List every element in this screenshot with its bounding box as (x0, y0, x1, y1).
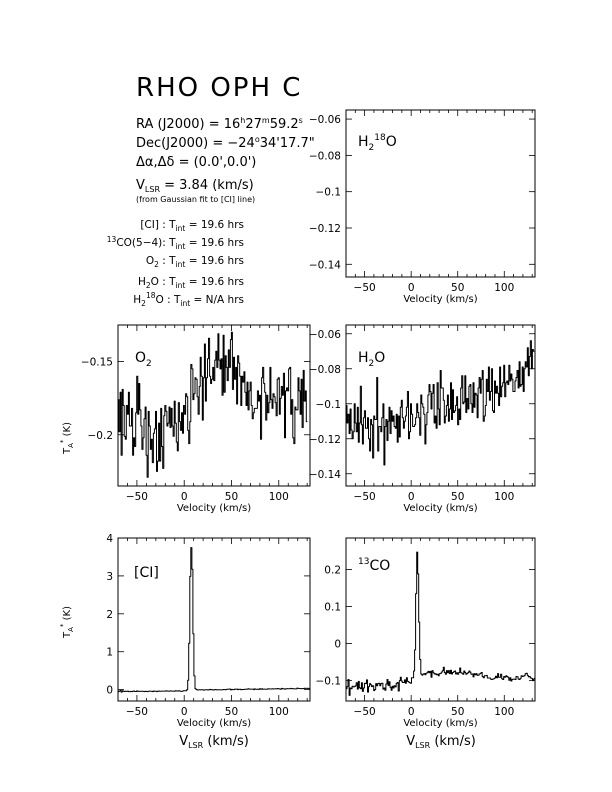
x-tick-label: −50 (126, 706, 148, 718)
x-axis-label: Velocity (km/s) (403, 503, 477, 514)
int-time-13co: 13CO(5−4): Tint = 19.6 hrs (107, 235, 244, 251)
page-title: RHO OPH C (136, 73, 302, 103)
ylabel-o2: TA* (K) (59, 422, 75, 455)
ra-line: RA (J2000) = 16h27m59.2s (136, 116, 303, 132)
int-time-h218o: H218O : Tint = N/A hrs (133, 291, 244, 308)
y-tick-label: 3 (106, 571, 113, 583)
y-tick-label: −0.2 (88, 430, 114, 442)
y-tick-label: 0.1 (324, 602, 341, 614)
x-tick-label: 50 (225, 706, 238, 718)
label-h2o: H2O (358, 350, 385, 369)
y-tick-label: −0.15 (81, 357, 113, 369)
x-axis-label: Velocity (km/s) (177, 503, 251, 514)
y-tick-label: 0 (334, 639, 341, 651)
x-axis-label: Velocity (km/s) (177, 718, 251, 729)
panel-13co: −50 0 50 100 Velocity (km/s) 0.2 0.1 0 −0.1 (316, 537, 536, 729)
y-tick-label: −0.12 (309, 434, 341, 446)
x-tick-label: 50 (451, 491, 464, 503)
int-time-o2: O2 : Tint = 19.6 hrs (146, 255, 244, 269)
panel-h218o: −50 0 50 100 Velocity (km/s) −0.06 −0.08 −0.1 −0… (309, 109, 536, 305)
int-time-ci: [CI] : Tint = 19.6 hrs (140, 219, 244, 233)
spectrum-trace (346, 551, 535, 696)
x-axis-label: Velocity (km/s) (403, 294, 477, 305)
y-tick-label: 0 (106, 685, 113, 697)
y-tick-label: −0.1 (316, 187, 342, 199)
x-tick-label: 100 (494, 282, 514, 294)
x-tick-label: 0 (181, 706, 188, 718)
spectrum-trace (118, 331, 308, 478)
y-tick-label: −0.06 (309, 329, 341, 341)
y-tick-label: −0.1 (316, 676, 342, 688)
x-tick-label: −50 (354, 491, 376, 503)
y-tick-label: 4 (106, 533, 113, 545)
y-tick-label: −0.06 (309, 114, 341, 126)
panel-o2: −50 0 50 100 Velocity (km/s) −0.15 −0.2 (81, 324, 311, 514)
x-tick-label: 0 (408, 491, 415, 503)
vlsr-line: VLSR = 3.84 (km/s) (136, 178, 254, 194)
plot-frame (117, 324, 311, 487)
ylabel-ci: TA* (K) (59, 606, 75, 639)
plot-frame (117, 537, 311, 702)
x-tick-label: 0 (408, 706, 415, 718)
y-tick-label: −0.14 (309, 259, 341, 271)
y-tick-label: −0.12 (309, 223, 341, 235)
label-h218o: H218O (358, 133, 397, 153)
label-o2: O2 (135, 350, 152, 369)
y-tick-label: 0.2 (324, 564, 341, 576)
spectrum-trace (346, 340, 535, 466)
offset-line: Δα,Δδ = (0.0',0.0') (136, 155, 256, 170)
x-tick-label: 50 (451, 282, 464, 294)
y-tick-label: 2 (106, 609, 113, 621)
dec-line: Dec(J2000) = −24o34'17.7" (136, 135, 315, 151)
plot-frame (345, 537, 536, 702)
spectrum-trace (118, 547, 310, 693)
y-tick-label: −0.08 (309, 150, 341, 162)
y-tick-label: −0.1 (316, 399, 342, 411)
x-tick-label: −50 (126, 491, 148, 503)
x-tick-label: −50 (354, 706, 376, 718)
panel-h2o: −50 0 50 100 Velocity (km/s) −0.06 −0.08 −0.1 −0… (309, 324, 536, 514)
x-tick-label: 0 (181, 491, 188, 503)
xlabel2-ci: VLSR (km/s) (179, 734, 249, 750)
label-13co: 13CO (358, 557, 390, 574)
x-tick-label: −50 (354, 282, 376, 294)
plot-frame (345, 109, 536, 278)
fit-note: (from Gaussian fit to [CI] line) (136, 195, 255, 204)
x-tick-label: 100 (494, 491, 514, 503)
x-tick-label: 100 (494, 706, 514, 718)
x-tick-label: 50 (225, 491, 238, 503)
int-time-h2o: H2O : Tint = 19.6 hrs (138, 276, 244, 290)
integration-times: [CI] : Tint = 19.6 hrs 13CO(5−4): Tint =… (107, 219, 244, 308)
y-tick-label: 1 (106, 647, 113, 659)
y-tick-label: −0.14 (309, 469, 341, 481)
x-tick-label: 100 (269, 491, 289, 503)
x-tick-label: 0 (408, 282, 415, 294)
x-tick-label: 50 (451, 706, 464, 718)
x-tick-label: 100 (269, 706, 289, 718)
y-tick-label: −0.08 (309, 364, 341, 376)
label-ci: [CI] (134, 565, 159, 581)
xlabel2-13co: VLSR (km/s) (406, 734, 476, 750)
x-axis-label: Velocity (km/s) (403, 718, 477, 729)
